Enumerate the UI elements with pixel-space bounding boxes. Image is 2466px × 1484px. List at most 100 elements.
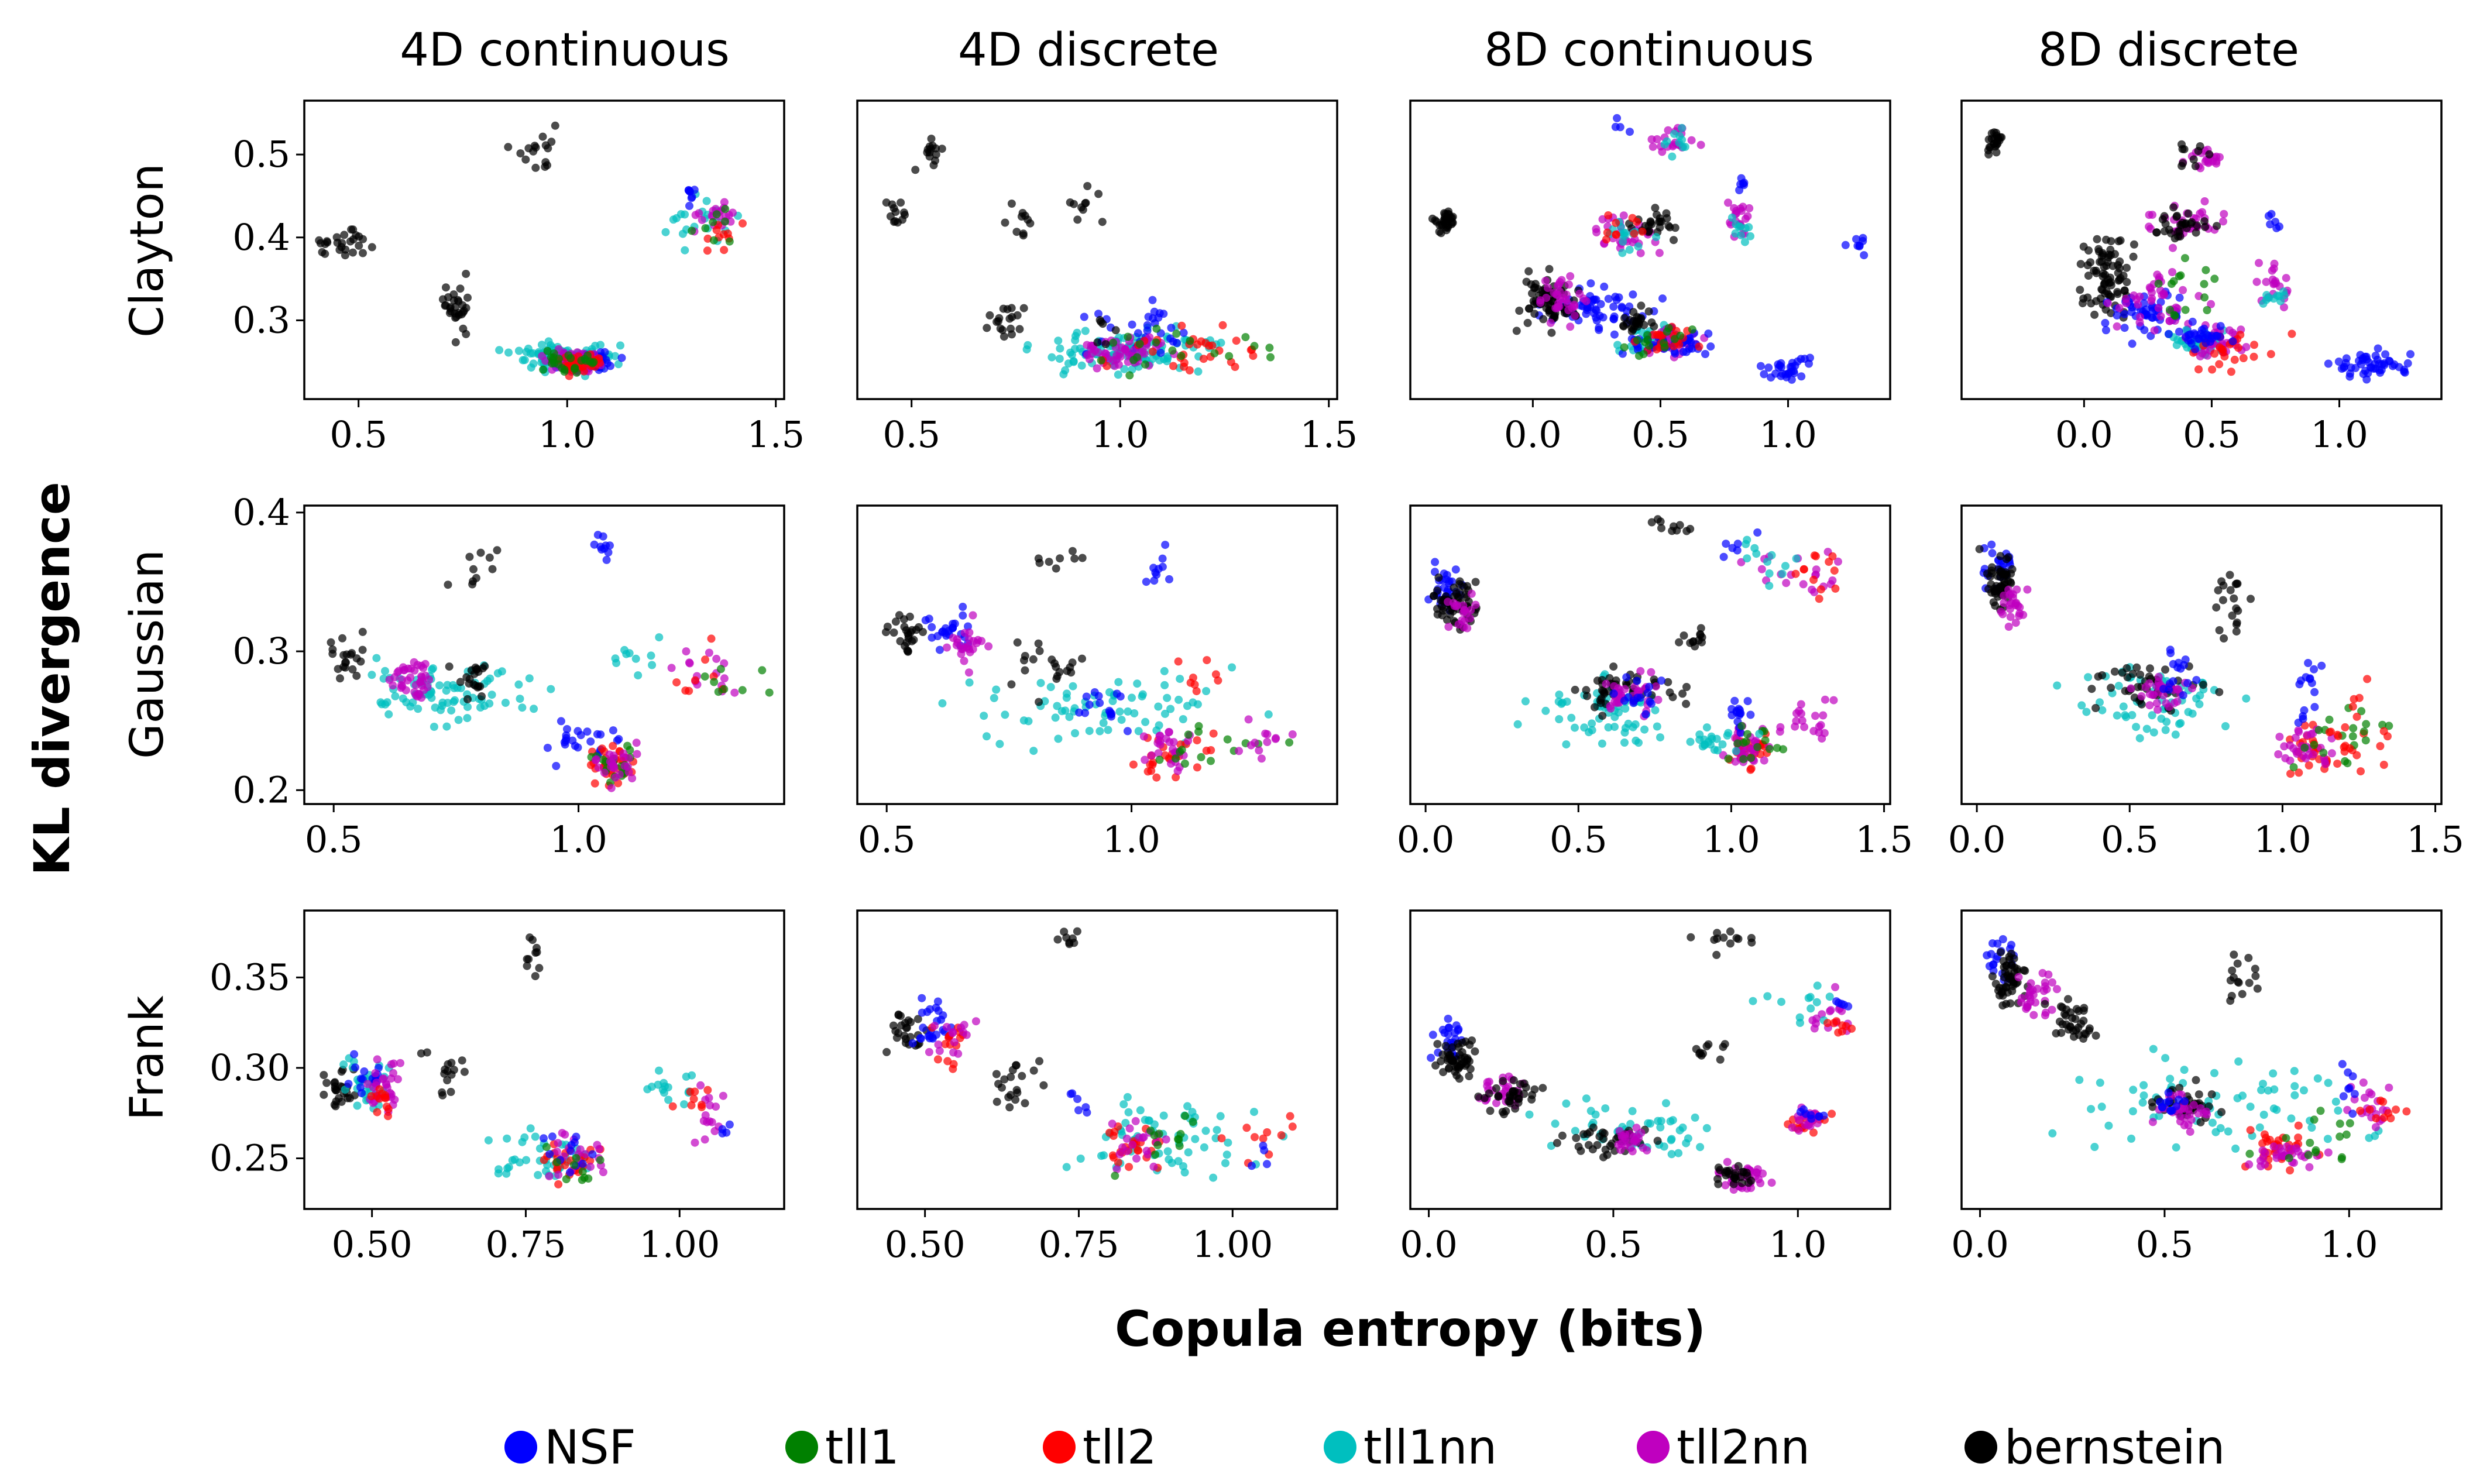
point-tll1nn xyxy=(2135,734,2144,743)
point-tll2nn xyxy=(1244,715,1253,724)
point-bernstein xyxy=(1514,1088,1523,1097)
point-tll1nn xyxy=(1160,681,1169,689)
point-tll2nn xyxy=(2154,705,2162,714)
point-tll2 xyxy=(2365,1105,2374,1114)
point-tll1 xyxy=(599,755,607,764)
point-tll1 xyxy=(2154,279,2163,288)
point-tll2nn xyxy=(2245,1160,2254,1169)
point-tll2 xyxy=(1129,760,1138,769)
y-tick-label: 0.3 xyxy=(232,630,290,672)
point-bernstein xyxy=(1019,304,1028,312)
point-tll2nn xyxy=(984,642,993,651)
point-bernstein xyxy=(1465,1072,1474,1080)
point-tll1nn xyxy=(2334,1106,2343,1115)
point-tll1nn xyxy=(1604,723,1613,731)
point-nsf xyxy=(2304,659,2313,667)
point-tll2 xyxy=(1602,235,1610,244)
point-tll1nn xyxy=(2142,724,2151,733)
point-tll2 xyxy=(1180,359,1189,367)
point-tll2 xyxy=(2215,360,2224,369)
point-nsf xyxy=(1860,251,1869,260)
point-nsf xyxy=(1167,324,1176,332)
point-tll1nn xyxy=(1095,727,1104,736)
point-nsf xyxy=(685,201,693,210)
point-tll1nn xyxy=(1610,723,1619,731)
point-bernstein xyxy=(1455,580,1464,589)
point-bernstein xyxy=(1653,1136,1662,1145)
point-tll1nn xyxy=(631,654,640,663)
point-nsf xyxy=(1161,541,1170,549)
point-tll1nn xyxy=(965,678,974,687)
point-bernstein xyxy=(2122,278,2131,286)
point-bernstein xyxy=(1610,1146,1619,1155)
point-bernstein xyxy=(1514,1098,1523,1107)
x-tick-label: 1.5 xyxy=(1855,818,1913,861)
point-tll2nn xyxy=(1141,755,1149,764)
point-tll1nn xyxy=(537,341,546,349)
point-bernstein xyxy=(1997,133,2006,142)
point-bernstein xyxy=(1627,327,1636,336)
point-tll1nn xyxy=(456,683,465,692)
point-tll1 xyxy=(2200,293,2209,302)
point-bernstein xyxy=(2161,227,2169,236)
point-tll2nn xyxy=(2022,1005,2031,1013)
point-tll1 xyxy=(2362,720,2371,729)
point-tll2nn xyxy=(2272,1153,2281,1162)
point-bernstein xyxy=(465,552,474,561)
point-tll1nn xyxy=(1621,724,1630,733)
point-tll1nn xyxy=(1136,1106,1145,1115)
point-tll2nn xyxy=(1834,557,1842,566)
point-bernstein xyxy=(2076,286,2084,294)
point-tll2nn xyxy=(1112,1165,1121,1173)
point-nsf xyxy=(2406,350,2415,359)
point-tll1 xyxy=(1688,325,1696,334)
point-nsf xyxy=(2348,1109,2357,1118)
point-tll2nn xyxy=(2113,322,2121,331)
x-tick-label: 0.5 xyxy=(858,818,916,861)
point-nsf xyxy=(1623,307,1632,315)
point-tll2 xyxy=(2348,702,2357,711)
point-tll1nn xyxy=(2104,1121,2113,1130)
point-bernstein xyxy=(1572,1133,1581,1142)
point-tll2 xyxy=(590,779,599,788)
point-tll2 xyxy=(1791,569,1800,578)
point-bernstein xyxy=(1609,662,1618,671)
point-tll1nn xyxy=(1114,678,1123,686)
point-tll1 xyxy=(2203,306,2211,314)
point-tll1nn xyxy=(2127,1134,2135,1143)
point-bernstein xyxy=(1506,1099,1514,1108)
point-tll1nn xyxy=(2195,700,2204,709)
plot-frame xyxy=(1960,909,2443,1210)
point-nsf xyxy=(1618,349,1627,358)
point-tll2 xyxy=(2341,741,2350,750)
point-tll1 xyxy=(1124,332,1132,341)
point-tll1 xyxy=(1109,338,1118,347)
point-tll2nn xyxy=(581,1150,590,1159)
point-bernstein xyxy=(337,1067,346,1076)
point-tll1nn xyxy=(1054,734,1063,743)
subplot-frank-4d-continuous: 0.50 0.75 1.000.250.300.35 xyxy=(209,909,785,1266)
point-nsf xyxy=(1807,1114,1816,1123)
point-tll2 xyxy=(1259,1134,1268,1143)
point-tll1nn xyxy=(1591,1110,1600,1119)
legend: NSF tll1 tll2 tll1nn tll2nn bernstein xyxy=(504,1420,2225,1475)
point-tll1 xyxy=(2285,1154,2293,1162)
point-nsf xyxy=(1611,122,1620,131)
plot-frame xyxy=(856,504,1338,805)
point-bernstein xyxy=(998,1083,1006,1092)
point-tll2 xyxy=(1809,1128,1818,1137)
point-bernstein xyxy=(915,623,923,631)
point-bernstein xyxy=(1539,315,1548,324)
point-tll2nn xyxy=(1736,204,1745,213)
point-nsf xyxy=(1753,528,1762,537)
scatter-points xyxy=(1983,935,2411,1174)
point-tll2nn xyxy=(1272,734,1280,743)
point-nsf xyxy=(1988,549,1997,558)
point-tll1nn xyxy=(1055,355,1064,363)
point-tll2nn xyxy=(624,768,633,777)
point-tll1 xyxy=(1155,755,1164,764)
point-tll1 xyxy=(2289,763,2298,772)
point-tll1nn xyxy=(1179,715,1187,723)
point-tll1 xyxy=(1152,324,1161,333)
point-tll2nn xyxy=(1122,1147,1131,1156)
